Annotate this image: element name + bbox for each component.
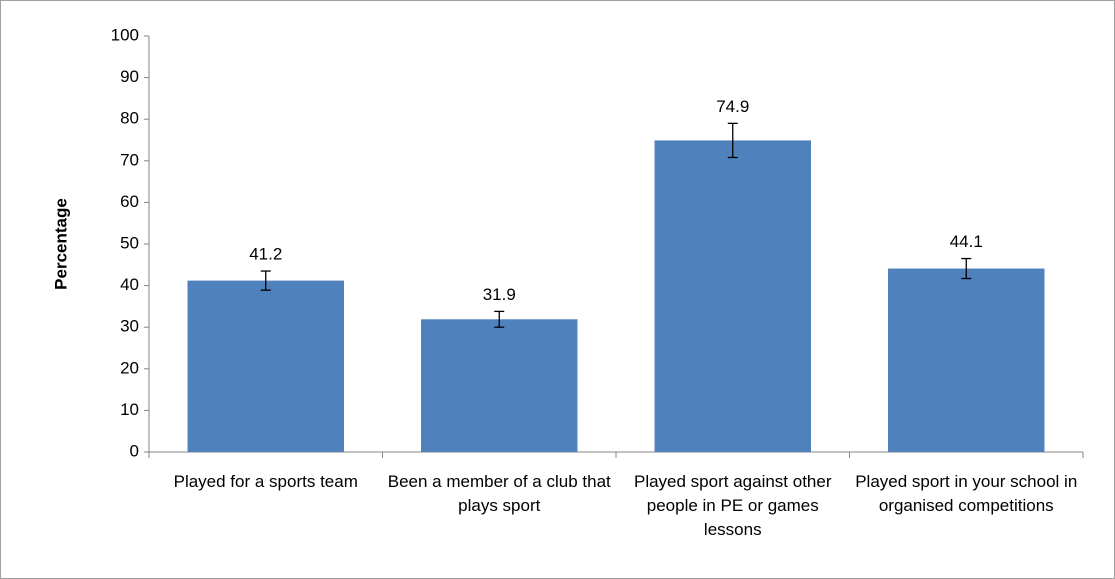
y-tick-label: 70 xyxy=(120,150,139,169)
error-bar xyxy=(494,310,505,328)
error-bar xyxy=(961,257,972,280)
x-tick-label: Been a member of a club that plays sport xyxy=(387,472,611,515)
y-tick-label: 40 xyxy=(120,275,139,294)
error-bar xyxy=(727,122,738,159)
data-label: 74.9 xyxy=(716,97,749,116)
bar xyxy=(888,268,1045,452)
bar xyxy=(187,280,344,452)
bar xyxy=(421,319,578,452)
y-tick-label: 20 xyxy=(120,358,139,377)
bar xyxy=(654,140,811,452)
x-tick-label: Played for a sports team xyxy=(173,472,358,491)
y-tick-label: 10 xyxy=(120,400,139,419)
y-tick-label: 90 xyxy=(120,67,139,86)
y-tick-label: 100 xyxy=(111,25,139,44)
x-tick-label: Played sport in your school in organised… xyxy=(855,472,1078,515)
data-label: 44.1 xyxy=(950,232,983,251)
data-label: 31.9 xyxy=(483,285,516,304)
data-label: 41.2 xyxy=(249,245,282,264)
y-tick-label: 50 xyxy=(120,233,139,252)
y-tick-label: 0 xyxy=(130,441,139,460)
y-tick-label: 60 xyxy=(120,192,139,211)
x-tick-label: Played sport against other people in PE … xyxy=(633,472,832,539)
y-axis-label: Percentage xyxy=(51,198,70,290)
y-tick-label: 80 xyxy=(120,109,139,128)
y-tick-label: 30 xyxy=(120,317,139,336)
error-bar xyxy=(260,270,271,291)
